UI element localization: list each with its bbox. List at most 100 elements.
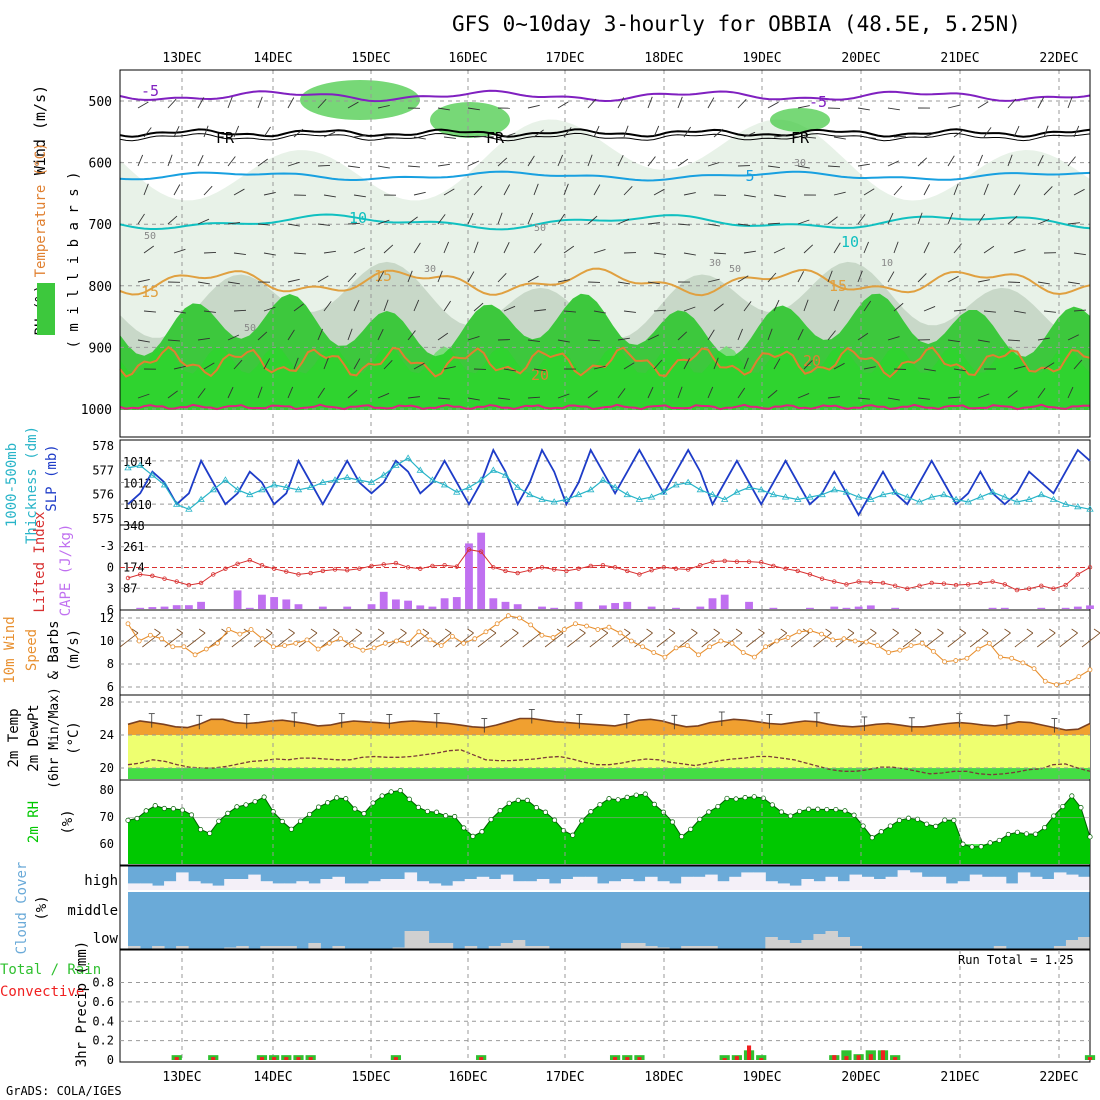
- lifted-marker: [856, 579, 861, 584]
- rh2m-marker: [170, 806, 176, 812]
- lifted-marker: [320, 568, 326, 574]
- wind-barb-flag: [131, 628, 139, 634]
- rh2m-marker: [225, 810, 231, 816]
- wind-barb: [443, 366, 456, 370]
- contour-label: 20: [531, 366, 549, 384]
- wind-barb-10m: [522, 632, 541, 648]
- cloud-high-gap: [368, 881, 382, 890]
- cape-bar: [172, 605, 181, 609]
- cape-bar: [599, 605, 607, 609]
- lifted-marker: [552, 567, 557, 572]
- precip-total-bar: [841, 1050, 852, 1060]
- lifted-marker: [1087, 565, 1093, 570]
- rh2m-marker: [878, 829, 884, 835]
- wind-barb-10m: [1081, 632, 1100, 648]
- cloud-high-gap: [176, 872, 189, 890]
- label-wind10-barbs: & Barbs: [46, 620, 62, 679]
- rh2m-marker: [297, 818, 303, 824]
- wind-barb: [593, 249, 606, 254]
- wind-barb-flag: [937, 628, 944, 634]
- wind-barb: [467, 336, 480, 341]
- wind-barb-10m: [589, 632, 609, 648]
- wind10-marker: [405, 640, 411, 646]
- thickness-marker: [818, 490, 826, 498]
- wind-barb-flag: [981, 628, 989, 634]
- lifted-marker: [430, 563, 435, 569]
- cape-bar: [745, 601, 753, 609]
- wind-barb-flag: [713, 628, 720, 634]
- thickness-marker: [1049, 495, 1058, 502]
- wind10-marker: [517, 615, 522, 621]
- cloud-high-gap: [164, 881, 177, 890]
- wind-barb: [173, 184, 181, 196]
- cloud-high-gap: [344, 883, 357, 890]
- wind-barb: [347, 222, 361, 225]
- cloud-low-bar: [777, 940, 790, 949]
- wind-barb: [263, 306, 276, 312]
- precip-conv-bar: [393, 1057, 398, 1060]
- cloud-low-bar: [464, 946, 478, 949]
- wind-barb: [887, 160, 900, 167]
- date-tick-top: 21DEC: [940, 51, 979, 66]
- chart-title: GFS 0~10day 3-hourly for OBBIA (48.5E, 5…: [452, 12, 1021, 36]
- wind-barb: [143, 183, 149, 196]
- wind-barb: [923, 132, 936, 138]
- rh2m-marker: [905, 815, 912, 821]
- rh2m-marker: [624, 794, 630, 800]
- wind-barb: [143, 127, 152, 138]
- wind-barb: [647, 96, 653, 109]
- lifted-marker: [466, 547, 472, 552]
- wind10-marker: [729, 640, 735, 646]
- wind-barb: [857, 397, 870, 400]
- cape-bar: [1037, 607, 1046, 609]
- cape-bar: [258, 594, 266, 609]
- thickness-tick: 577: [92, 463, 114, 477]
- temp-dewpoint-panel: 28 24 20: [100, 694, 1091, 781]
- wind10-marker: [807, 628, 813, 634]
- cape-bar: [184, 605, 193, 609]
- rh2m-marker: [924, 821, 930, 827]
- wind-barb: [647, 334, 660, 341]
- rh-contour-label: 30: [424, 264, 436, 275]
- wind-barb: [863, 366, 876, 370]
- lifted-marker: [588, 563, 593, 569]
- cape-bar: [282, 599, 291, 609]
- rh2m-marker: [679, 834, 685, 840]
- wind10-marker: [908, 643, 914, 648]
- lifted-marker: [600, 563, 606, 568]
- thickness-marker: [879, 490, 887, 498]
- temp-contour-10: [119, 213, 1091, 231]
- thickness-marker: [635, 495, 644, 502]
- lifted-marker: [1039, 583, 1044, 589]
- wind-barb: [893, 241, 899, 254]
- wind-barb: [437, 270, 443, 283]
- wind-barb: [707, 278, 720, 283]
- date-tick-top: 20DEC: [841, 51, 880, 66]
- lifted-marker: [637, 572, 642, 577]
- lifted-marker: [211, 572, 216, 577]
- wind-barb: [377, 329, 384, 341]
- wind10-marker: [628, 638, 634, 644]
- cloud-low-bar: [488, 946, 502, 949]
- wind-barb: [563, 127, 572, 138]
- pressure-tick: 1000: [81, 403, 112, 418]
- wind-barb: [767, 272, 777, 283]
- cloud-high-gap: [861, 876, 875, 890]
- temp-contour-5: [119, 170, 1091, 182]
- cloud-low-bar: [681, 946, 694, 949]
- lifted-marker: [759, 560, 764, 565]
- wind-barb: [323, 194, 336, 198]
- wind-barb: [707, 162, 720, 167]
- wind10-marker: [360, 647, 366, 653]
- cloud-high-gap: [296, 881, 309, 890]
- rh2m-marker: [370, 800, 376, 806]
- cape-bar: [891, 607, 900, 609]
- cape-bar: [270, 597, 279, 609]
- wind-barb: [713, 128, 724, 138]
- wind10-marker: [382, 640, 388, 646]
- cloud-high-gap: [140, 883, 153, 890]
- wind-barb: [167, 98, 177, 109]
- thickness-marker: [136, 461, 144, 468]
- date-tick-top: 13DEC: [162, 51, 201, 66]
- lifted-marker: [344, 567, 350, 573]
